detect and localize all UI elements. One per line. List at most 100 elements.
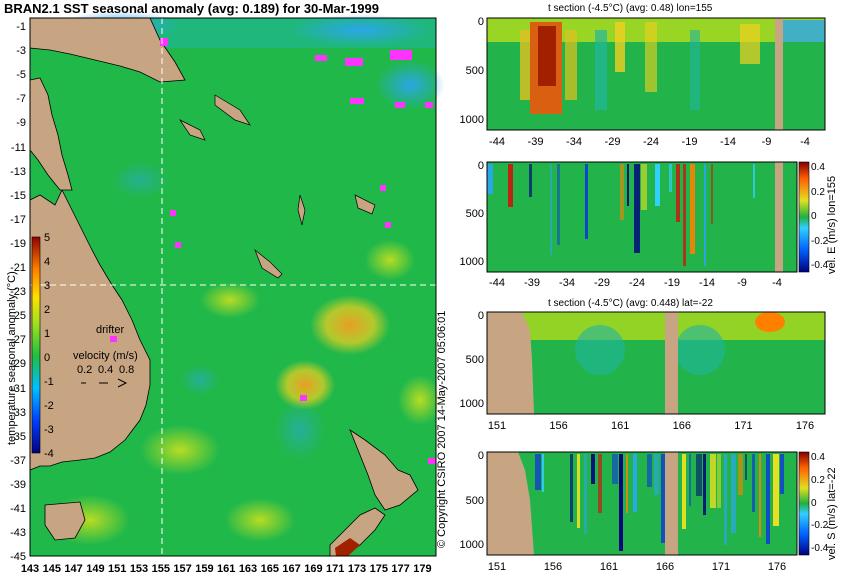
map-x-tick-label: 153 — [129, 563, 149, 575]
velocity-stripe — [570, 454, 573, 522]
temperature-colorbar-tick: -2 — [44, 400, 54, 412]
velocity-stripe — [627, 164, 629, 206]
map-y-tick-label: -23 — [10, 286, 26, 299]
map-x-tick-label: 175 — [369, 563, 388, 575]
velocity-stripe — [633, 454, 637, 512]
velocity-stripe — [752, 454, 755, 512]
australia-land — [29, 189, 151, 471]
velocity-stripe — [759, 454, 761, 537]
vel-colorbar-tick: 0 — [811, 211, 817, 222]
panel-y-tick-label: 0 — [477, 310, 484, 322]
panel-x-tick-label: 171 — [734, 420, 753, 432]
vel-east-colorbar — [798, 161, 810, 273]
velocity-stripe — [773, 454, 779, 526]
map-y-tick-label: -1 — [16, 21, 26, 33]
velocity-stripe — [584, 454, 587, 534]
vel-colorbar-tick: 0 — [811, 497, 817, 509]
velocity-stripe — [724, 454, 727, 545]
t-section-lon-title: t section (-4.5°C) (avg: 0.48) lon=155 — [548, 3, 713, 14]
velocity-stripe — [577, 454, 580, 528]
tasmania-land — [44, 501, 86, 541]
panel-x-tick-label: -44 — [489, 277, 505, 289]
temperature-colorbar-tick: -4 — [44, 448, 54, 460]
panel-x-tick-label: 161 — [599, 561, 619, 573]
velocity-stripe — [641, 164, 647, 210]
panel-x-tick-label: 166 — [655, 561, 675, 573]
velocity-stripe — [753, 164, 755, 198]
map-x-tick-label: 143 — [20, 563, 40, 575]
velocity-stripe — [535, 454, 541, 490]
velocity-stripe — [710, 454, 716, 508]
vel-colorbar-tick: -0.2 — [811, 520, 829, 532]
velocity-stripe — [550, 164, 552, 255]
temperature-colorbar-tick: -3 — [44, 424, 54, 436]
map-y-tick-label: -9 — [16, 117, 26, 130]
velocity-stripe — [654, 454, 659, 495]
t-section-lat-title: t section (-4.5°C) (avg: 0.448) lat=-22 — [548, 298, 713, 309]
map-y-tick-label: -5 — [16, 69, 26, 82]
panel-x-tick-label: -34 — [559, 277, 575, 289]
panel-y-tick-label: 0 — [477, 450, 484, 462]
velocity-stripe — [591, 454, 595, 484]
panel-y-tick-label: 1000 — [459, 539, 484, 551]
panel-x-tick-label: 156 — [549, 420, 568, 432]
velocity-stripe — [626, 454, 628, 513]
velocity-stripe — [689, 454, 691, 506]
vel-colorbar-tick: -0.4 — [811, 543, 829, 554]
map-y-tick-label: -15 — [10, 189, 26, 202]
map-x-tick-label: 171 — [326, 563, 345, 575]
cape-york-land — [29, 77, 73, 191]
map-y-tick-label: -45 — [10, 551, 26, 564]
panel-x-tick-label: 176 — [767, 561, 787, 573]
map-y-tick-label: -35 — [10, 430, 26, 443]
velocity-stripe — [669, 164, 672, 192]
panel-x-tick-label: -9 — [737, 277, 747, 289]
map-y-tick-label: -25 — [10, 310, 26, 323]
velocity-stripe — [612, 454, 618, 484]
temperature-colorbar-tick: 1 — [44, 328, 51, 340]
panel-x-tick-label: -14 — [720, 136, 736, 148]
panel-x-tick-label: -44 — [489, 136, 505, 148]
panel-x-tick-label: -24 — [643, 136, 659, 148]
sst-map-plot — [29, 11, 445, 557]
velocity-stripe — [696, 454, 702, 496]
velocity-stripe — [634, 164, 640, 253]
panel-x-tick-label: 161 — [611, 420, 630, 432]
panel-x-tick-label: 156 — [543, 561, 563, 573]
panel-y-tick-label: 500 — [465, 494, 484, 507]
panel-x-tick-label: -29 — [594, 277, 610, 289]
vel-colorbar-tick: -0.4 — [811, 260, 829, 271]
map-x-tick-label: 177 — [391, 563, 410, 575]
vel-south-lat-plot — [486, 451, 798, 556]
map-y-tick-label: -31 — [10, 382, 26, 395]
panel-x-tick-label: -14 — [699, 277, 715, 289]
velocity-stripe — [704, 164, 706, 266]
velocity-stripe — [647, 454, 652, 487]
panel-x-tick-label: -24 — [629, 277, 645, 289]
panel-y-tick-label: 0 — [477, 160, 484, 172]
map-x-tick-label: 173 — [347, 563, 367, 575]
velocity-stripe — [676, 164, 680, 222]
map-x-tick-label: 165 — [260, 563, 279, 575]
map-y-tick-label: -7 — [16, 93, 26, 106]
velocity-legend-value-1: 0.2 — [77, 364, 93, 376]
velocity-stripe — [598, 454, 602, 513]
vel-colorbar-tick: 0.4 — [811, 452, 825, 463]
velocity-stripe — [508, 164, 513, 207]
velocity-legend-arrows — [81, 378, 128, 388]
panel-x-tick-label: -19 — [681, 136, 698, 148]
map-x-tick-label: 145 — [42, 563, 61, 575]
panel-y-tick-label: 500 — [465, 354, 484, 366]
velocity-stripe — [683, 164, 686, 266]
panel-x-tick-label: -39 — [527, 136, 544, 148]
map-y-tick-label: -39 — [10, 478, 26, 491]
map-x-tick-label: 169 — [304, 563, 323, 575]
panel-x-tick-label: 151 — [487, 561, 507, 573]
velocity-stripe — [655, 164, 660, 206]
velocity-stripe — [620, 164, 624, 220]
temperature-colorbar-label: temperature seasonal anomaly (°C) — [6, 271, 18, 445]
map-x-tick-label: 179 — [413, 563, 432, 575]
map-y-tick-label: -13 — [10, 165, 26, 178]
panel-x-tick-label: -4 — [772, 277, 782, 289]
